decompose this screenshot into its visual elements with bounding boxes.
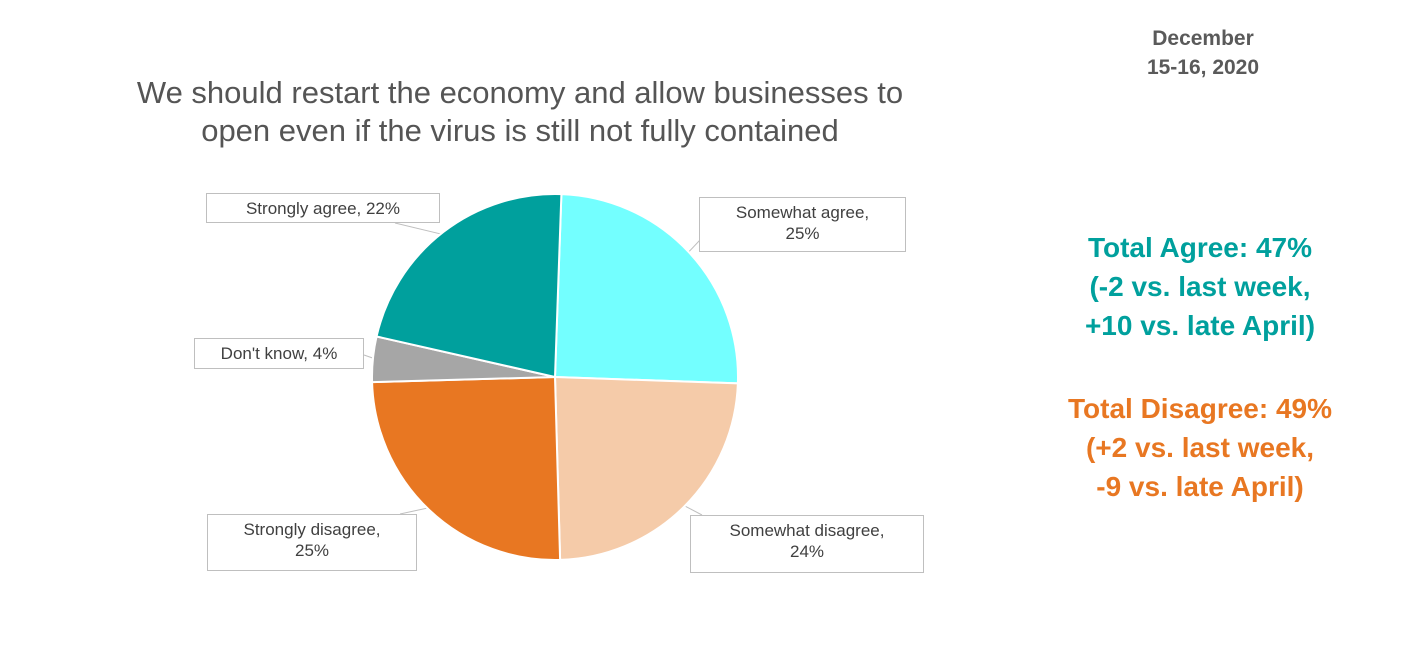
label-strongly-agree: Strongly agree, 22% — [206, 193, 440, 223]
label-strongly-disagree-text: Strongly disagree, — [243, 520, 381, 539]
pie-slice-somewhat-agree — [553, 193, 739, 385]
label-strongly-disagree: Strongly disagree, 25% — [207, 514, 417, 571]
leader-line-strongly-agree — [394, 222, 446, 236]
survey-date-line2: 15-16, 2020 — [1146, 56, 1260, 79]
label-somewhat-agree: Somewhat agree, 25% — [699, 197, 906, 252]
chart-title: We should restart the economy and allow … — [70, 74, 970, 150]
total-agree-line3: +10 vs. late April) — [1084, 310, 1316, 341]
label-somewhat-agree-text: Somewhat agree, — [735, 203, 870, 222]
label-somewhat-disagree-text: Somewhat disagree, — [729, 521, 885, 540]
chart-title-line1: We should restart the economy and allow … — [136, 75, 904, 110]
survey-date-line1: December — [1152, 27, 1254, 50]
label-strongly-agree-text: Strongly agree, 22% — [245, 199, 401, 218]
pie-slice-strongly-disagree — [371, 375, 562, 561]
total-disagree-line1: Total Disagree: 49% — [1067, 393, 1333, 424]
label-dont-know: Don't know, 4% — [194, 338, 364, 369]
label-dont-know-text: Don't know, 4% — [220, 344, 338, 363]
pie-slice-somewhat-disagree — [553, 375, 739, 561]
chart-title-line2: open even if the virus is still not full… — [201, 113, 839, 148]
label-strongly-disagree-value: 25% — [294, 541, 330, 560]
label-somewhat-disagree-value: 24% — [789, 542, 825, 561]
label-somewhat-agree-value: 25% — [785, 224, 820, 243]
total-agree-line2: (-2 vs. last week, — [1089, 271, 1311, 302]
survey-date: December 15-16, 2020 — [1108, 24, 1298, 82]
total-disagree-line3: -9 vs. late April) — [1096, 471, 1304, 502]
pie-slices — [371, 193, 739, 561]
label-somewhat-disagree: Somewhat disagree, 24% — [690, 515, 924, 573]
total-disagree-line2: (+2 vs. last week, — [1085, 432, 1315, 463]
pie-slice-strongly-agree — [375, 193, 563, 379]
total-disagree-summary: Total Disagree: 49% (+2 vs. last week, -… — [1030, 389, 1370, 506]
total-agree-line1: Total Agree: 47% — [1087, 232, 1313, 263]
total-agree-summary: Total Agree: 47% (-2 vs. last week, +10 … — [1030, 228, 1370, 345]
